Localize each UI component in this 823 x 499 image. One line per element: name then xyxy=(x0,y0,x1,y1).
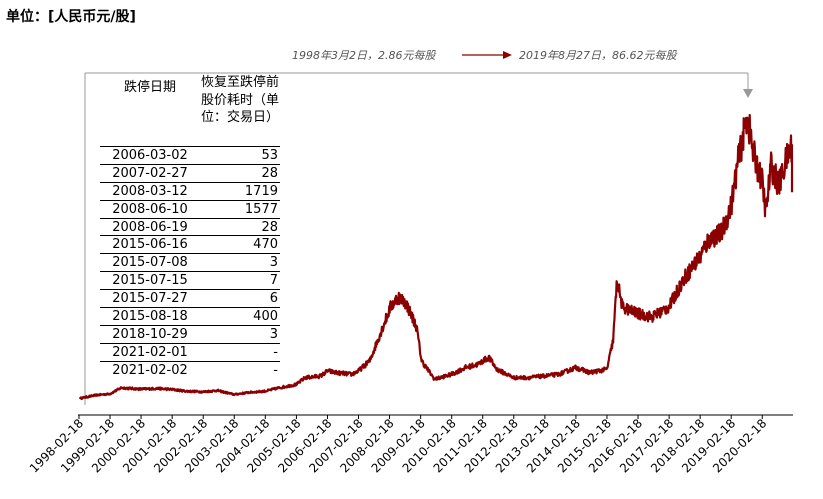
table-row: 2006-03-02 53 xyxy=(100,146,280,164)
row-date: 2008-03-12 xyxy=(112,183,188,199)
table-row: 2021-02-02 - xyxy=(100,360,280,379)
x-axis-ticks: 1998-02-181999-02-182000-02-182001-02-18… xyxy=(27,415,769,475)
price-series-line xyxy=(78,113,794,400)
row-days: 3 xyxy=(269,326,278,342)
row-date: 2008-06-10 xyxy=(112,201,188,217)
row-date: 2018-10-29 xyxy=(112,326,188,342)
table-row: 2008-06-19 28 xyxy=(100,217,280,236)
row-date: 2021-02-02 xyxy=(112,362,188,378)
row-date: 2015-08-18 xyxy=(112,309,188,325)
row-date: 2006-03-02 xyxy=(112,148,188,163)
table-row: 2021-02-01 - xyxy=(100,342,280,361)
table-row: 2015-07-27 6 xyxy=(100,289,280,307)
header-date: 跌停日期 xyxy=(123,80,176,95)
row-days: 400 xyxy=(253,309,278,325)
table-body: 2006-03-02 53 2007-02-27 28 2008-03-12 1719 20… xyxy=(100,146,280,379)
table-row: 2015-07-08 3 xyxy=(100,253,280,271)
limit-down-table: 跌停日期 恢复至跌停前股价耗时（单位：交易日） 2006-03-02 53 2007… xyxy=(100,74,280,379)
row-days: 28 xyxy=(261,165,278,181)
row-date: 2021-02-01 xyxy=(112,344,188,360)
row-date: 2015-06-16 xyxy=(112,237,188,253)
annotation-start-text: 1998年3月2日，2.86元每股 xyxy=(292,49,436,62)
row-days: 470 xyxy=(253,237,278,253)
header-recovery: 恢复至跌停前股价耗时（单位：交易日） xyxy=(200,75,279,125)
row-date: 2008-06-19 xyxy=(112,219,188,235)
annotation-down-arrow-icon xyxy=(743,89,753,98)
row-days: 3 xyxy=(269,255,278,271)
table-row: 2008-03-12 1719 xyxy=(100,181,280,200)
annotation-end-text: 2019年8月27日，86.62元每股 xyxy=(519,49,677,62)
annotation-right-arrow-icon xyxy=(503,51,512,59)
row-days: 6 xyxy=(269,291,278,307)
row-days: 1719 xyxy=(244,183,278,199)
unit-label: 单位：[人民币元/股] xyxy=(6,9,136,25)
row-date: 2015-07-08 xyxy=(112,255,188,271)
row-date: 2007-02-27 xyxy=(112,165,188,181)
row-days: - xyxy=(273,362,278,378)
row-days: 53 xyxy=(261,148,278,163)
table-row: 2015-08-18 400 xyxy=(100,307,280,325)
row-days: 7 xyxy=(269,273,278,289)
table-row: 2015-07-15 7 xyxy=(100,271,280,289)
table-row: 2015-06-16 470 xyxy=(100,235,280,253)
row-date: 2015-07-27 xyxy=(112,291,188,307)
table-header: 跌停日期 恢复至跌停前股价耗时（单位：交易日） xyxy=(100,74,280,146)
row-days: 28 xyxy=(261,219,278,235)
table-row: 2008-06-10 1577 xyxy=(100,199,280,218)
row-days: 1577 xyxy=(244,201,278,217)
row-days: - xyxy=(273,344,278,360)
table-row: 2018-10-29 3 xyxy=(100,324,280,343)
table-row: 2007-02-27 28 xyxy=(100,163,280,182)
row-date: 2015-07-15 xyxy=(112,273,188,289)
